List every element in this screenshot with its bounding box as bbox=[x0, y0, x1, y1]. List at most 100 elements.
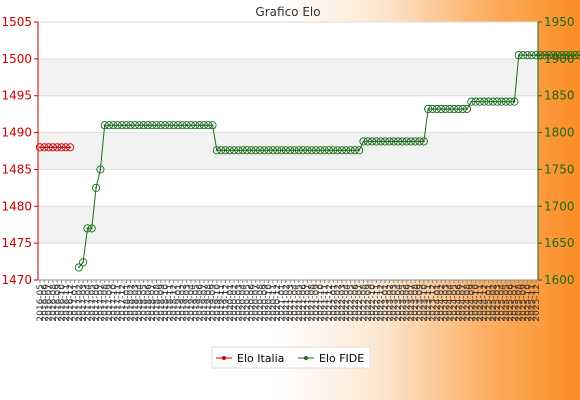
x-tick-label: 2021-04 bbox=[290, 284, 300, 322]
x-tick-label: 2017-02 bbox=[75, 284, 85, 322]
x-tick-label: 2022-06 bbox=[351, 284, 361, 322]
left-tick-label: 1485 bbox=[1, 162, 32, 176]
x-tick-label: 2018-08 bbox=[152, 284, 162, 322]
x-tick-label: 2016-05 bbox=[36, 284, 46, 322]
x-tick-label: 2022-07 bbox=[355, 284, 365, 322]
x-tick-label: 2025-01 bbox=[485, 284, 495, 322]
x-tick-label: 2024-12 bbox=[480, 284, 490, 322]
data-point-dot bbox=[358, 149, 361, 152]
x-tick-label: 2020-02 bbox=[230, 284, 240, 322]
x-tick-label: 2021-06 bbox=[299, 284, 309, 322]
x-tick-label: 2020-09 bbox=[260, 284, 270, 322]
x-tick-label: 2023-03 bbox=[390, 284, 400, 322]
x-tick-label: 2019-02 bbox=[178, 284, 188, 322]
x-tick-label: 2020-05 bbox=[243, 284, 253, 322]
x-tick-label: 2018-05 bbox=[140, 284, 150, 322]
left-tick-label: 1495 bbox=[1, 89, 32, 103]
data-point bbox=[462, 104, 472, 114]
x-tick-label: 2025-02 bbox=[489, 284, 499, 322]
x-tick-label: 2023-08 bbox=[411, 284, 421, 322]
x-tick-label: 2020-01 bbox=[226, 284, 236, 322]
legend-box bbox=[211, 346, 371, 369]
grid-band bbox=[38, 58, 538, 96]
x-tick-label: 2017-08 bbox=[101, 284, 111, 322]
x-tick-label: 2021-08 bbox=[308, 284, 318, 322]
x-tick-label: 2019-11 bbox=[217, 284, 227, 322]
x-tick-label: 2024-08 bbox=[463, 284, 473, 322]
x-tick-label: 2019-10 bbox=[213, 284, 223, 322]
x-tick-label: 2022-10 bbox=[368, 284, 378, 322]
x-tick-label: 2021-09 bbox=[312, 284, 322, 322]
data-point bbox=[92, 183, 101, 192]
x-tick-label: 2018-06 bbox=[144, 284, 154, 322]
x-tick-label: 2024-06 bbox=[454, 284, 464, 322]
x-tick-label: 2025-07 bbox=[510, 284, 520, 322]
right-tick-label: 1900 bbox=[544, 52, 575, 66]
x-tick-label: 2024-05 bbox=[450, 284, 460, 322]
x-tick-label: 2018-09 bbox=[157, 284, 167, 322]
x-tick-label: 2020-11 bbox=[269, 284, 279, 322]
x-tick-label: 2019-03 bbox=[183, 284, 193, 322]
x-tick-label: 2018-03 bbox=[131, 284, 141, 322]
x-tick-label: 2023-01 bbox=[381, 284, 391, 322]
x-tick-label: 2023-11 bbox=[424, 284, 434, 322]
x-tick-label: 2025-04 bbox=[497, 284, 507, 322]
x-tick-label: 2020-07 bbox=[252, 284, 262, 322]
right-tick-label: 1600 bbox=[544, 273, 575, 287]
x-tick-label: 2022-05 bbox=[347, 284, 357, 322]
legend-marker-fide bbox=[304, 356, 308, 360]
right-tick-label: 1700 bbox=[544, 199, 575, 213]
right-tick-label: 1750 bbox=[544, 162, 575, 176]
left-tick-label: 1505 bbox=[1, 15, 32, 29]
x-tick-label: 2019-09 bbox=[209, 284, 219, 322]
x-tick-label: 2019-05 bbox=[191, 284, 201, 322]
grid-band bbox=[38, 206, 538, 244]
x-tick-label: 2020-06 bbox=[247, 284, 257, 322]
left-tick-label: 1470 bbox=[1, 273, 32, 287]
x-tick-label: 2025-09 bbox=[519, 284, 529, 322]
data-point-dot bbox=[69, 146, 72, 149]
data-point-dot bbox=[77, 266, 80, 269]
data-point bbox=[87, 224, 96, 233]
x-tick-label: 2025-06 bbox=[506, 284, 516, 322]
x-tick-label: 2019-01 bbox=[174, 284, 184, 322]
x-tick-label: 2023-02 bbox=[385, 284, 395, 322]
legend-label-italia: Elo Italia bbox=[237, 352, 284, 365]
x-tick-label: 2022-01 bbox=[329, 284, 339, 322]
x-tick-label: 2016-06 bbox=[40, 284, 50, 322]
x-tick-label: 2019-07 bbox=[200, 284, 210, 322]
x-tick-label: 2016-12 bbox=[66, 284, 76, 322]
x-tick-label: 2021-02 bbox=[282, 284, 292, 322]
x-tick-label: 2018-04 bbox=[135, 284, 145, 322]
x-tick-label: 2016-08 bbox=[49, 284, 59, 322]
data-point bbox=[74, 263, 83, 272]
data-point-dot bbox=[466, 108, 468, 110]
data-point-dot bbox=[422, 140, 425, 143]
right-axis: 1600 1650 1700 1750 1800 1850 1900 1950 bbox=[537, 15, 575, 287]
x-tick-label: 2017-10 bbox=[109, 284, 119, 322]
left-axis: 1470 1475 1480 1485 1490 1495 1500 1505 bbox=[1, 15, 39, 287]
x-tick-label: 2020-03 bbox=[234, 284, 244, 322]
x-tick-label: 2019-12 bbox=[221, 284, 231, 322]
x-tick-label: 2020-04 bbox=[239, 284, 249, 322]
right-tick-label: 1950 bbox=[544, 15, 575, 29]
x-tick-label: 2022-09 bbox=[364, 284, 374, 322]
series-italia bbox=[35, 143, 75, 152]
x-tick-label: 2016-11 bbox=[62, 284, 72, 322]
x-tick-label: 2018-10 bbox=[161, 284, 171, 322]
data-point bbox=[96, 165, 105, 174]
x-tick-label: 2018-07 bbox=[148, 284, 158, 322]
x-tick-label: 2018-01 bbox=[122, 284, 132, 322]
data-point bbox=[208, 121, 217, 130]
x-tick-label: 2024-07 bbox=[459, 284, 469, 322]
x-tick-label: 2021-12 bbox=[325, 284, 335, 322]
x-tick-label: 2021-01 bbox=[278, 284, 288, 322]
left-tick-label: 1500 bbox=[1, 52, 32, 66]
right-tick-label: 1800 bbox=[544, 126, 575, 140]
x-tick-label: 2023-09 bbox=[416, 284, 426, 322]
x-tick-label: 2025-03 bbox=[493, 284, 503, 322]
x-tick-label: 2025-05 bbox=[502, 284, 512, 322]
x-tick-label: 2021-11 bbox=[321, 284, 331, 322]
